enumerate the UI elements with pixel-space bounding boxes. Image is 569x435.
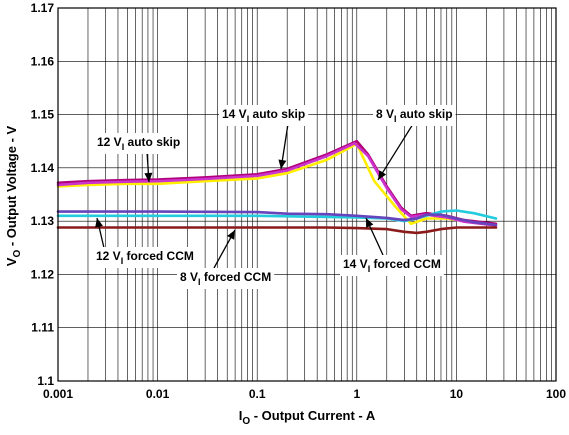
y-tick-label: 1.13	[31, 214, 55, 228]
x-tick-label: 0.01	[146, 387, 170, 401]
annotation-arrowhead	[95, 218, 103, 228]
annotation-label: 12 VI forced CCM	[96, 249, 194, 266]
annotation: 8 VI auto skip	[373, 105, 456, 181]
annotation-background	[340, 255, 444, 276]
series-lines	[56, 139, 498, 235]
annotation-label: 8 VI forced CCM	[180, 270, 271, 287]
annotation-label: 14 VI auto skip	[222, 107, 305, 124]
y-tick-label: 1.12	[31, 267, 55, 281]
y-tick-label: 1.11	[31, 321, 54, 335]
x-tick-label: 0.1	[249, 387, 266, 401]
x-tick-label: 100	[546, 387, 566, 401]
annotation: 14 VI forced CCM	[340, 217, 444, 276]
annotation-arrowhead	[378, 170, 387, 180]
annotation-label: 8 VI auto skip	[376, 107, 453, 124]
annotations: 12 VI auto skip 14 VI auto skip 8 VI auto …	[93, 105, 456, 289]
annotation-background	[93, 247, 197, 268]
y-tick-label: 1.17	[31, 1, 55, 15]
x-tick-label: 10	[450, 387, 464, 401]
annotation-arrowhead	[144, 172, 153, 182]
y-tick-label: 1.14	[31, 161, 55, 175]
annotation-arrowhead	[366, 218, 374, 228]
annotation-arrow	[377, 123, 414, 181]
grid	[58, 8, 556, 381]
annotation-background	[94, 133, 184, 154]
annotation-label: 14 VI forced CCM	[343, 257, 441, 274]
annotation: 14 VI auto skip	[219, 105, 309, 170]
x-axis-title: IO - Output Current - A	[239, 408, 376, 427]
y-tick-label: 1.16	[31, 54, 55, 68]
series-line	[56, 210, 498, 227]
annotation-background	[373, 105, 456, 126]
annotation-arrowhead	[278, 159, 287, 169]
x-tick-label: 1	[353, 387, 360, 401]
annotation-arrowhead	[227, 230, 235, 240]
y-axis-title: VO - Output Voltage - V	[4, 125, 23, 266]
annotation-background	[219, 105, 309, 126]
y-tick-label: 1.1	[37, 374, 54, 388]
annotation: 8 VI forced CCM	[177, 229, 275, 289]
x-tick-label: 0.001	[43, 387, 73, 401]
tick-labels: 0.001 0.01 0.1 1 10 100 1.1 1.11 1.12 1.13 1.14 1.1…	[31, 1, 567, 401]
plot-frame	[57, 7, 557, 382]
annotation: 12 VI forced CCM	[93, 217, 197, 268]
annotation-label: 12 VI auto skip	[97, 135, 180, 152]
annotation: 12 VI auto skip	[94, 133, 184, 183]
annotation-background	[177, 268, 275, 289]
y-tick-label: 1.15	[31, 108, 55, 122]
series-line	[56, 226, 498, 235]
